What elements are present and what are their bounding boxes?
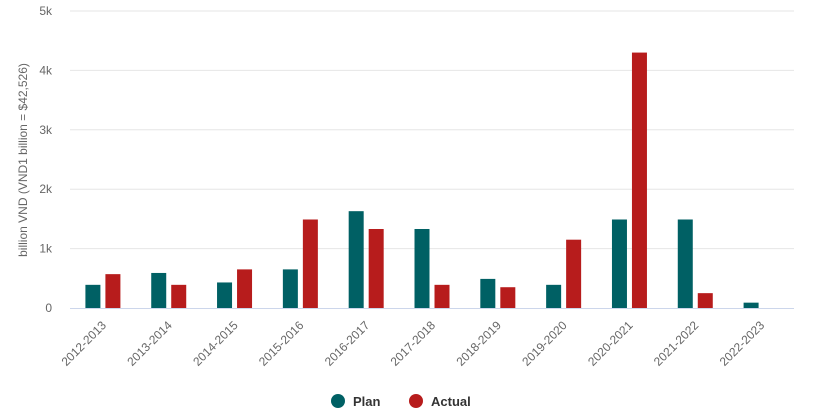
y-tick-label: 3k (39, 123, 53, 137)
bar-plan[interactable] (282, 269, 298, 308)
bars (85, 52, 759, 308)
y-tick-label: 5k (39, 4, 53, 18)
x-tick-label: 2014-2015 (190, 318, 241, 369)
x-axis-ticks: 2012-2013 2013-2014 2014-2015 2015-2016 2016… (59, 318, 768, 369)
grid-lines (70, 10, 794, 250)
x-tick-label: 2021-2022 (651, 318, 702, 369)
bar-actual[interactable] (631, 52, 647, 308)
y-tick-label: 0 (45, 301, 52, 315)
bar-plan[interactable] (480, 278, 496, 308)
legend-label: Plan (353, 394, 381, 409)
legend-item-actual[interactable]: Actual (409, 394, 471, 409)
legend-label: Actual (431, 394, 471, 409)
y-axis-ticks: 0 1k 2k 3k 4k 5k (39, 4, 53, 315)
y-tick-label: 1k (39, 242, 53, 256)
bar-plan[interactable] (151, 272, 167, 308)
bar-plan[interactable] (348, 211, 364, 308)
y-tick-label: 4k (39, 63, 53, 77)
bar-plan[interactable] (743, 302, 759, 308)
bar-plan[interactable] (677, 219, 693, 308)
bar-plan[interactable] (414, 228, 430, 308)
bar-actual[interactable] (302, 219, 318, 308)
bar-plan[interactable] (546, 284, 562, 308)
legend: Plan Actual (331, 394, 471, 409)
bar-plan[interactable] (611, 219, 627, 308)
bar-actual[interactable] (368, 228, 384, 308)
bar-actual[interactable] (434, 284, 450, 308)
bar-plan[interactable] (85, 284, 101, 308)
legend-item-plan[interactable]: Plan (331, 394, 381, 409)
x-tick-label: 2013-2014 (124, 318, 175, 369)
y-axis-label: billion VND (VND1 billion = $42,526) (16, 63, 30, 257)
bar-actual[interactable] (566, 239, 582, 308)
x-tick-label: 2012-2013 (59, 318, 110, 369)
bar-actual[interactable] (237, 269, 253, 308)
x-tick-label: 2022-2023 (717, 318, 768, 369)
y-tick-label: 2k (39, 182, 53, 196)
bar-actual[interactable] (171, 284, 187, 308)
x-tick-label: 2016-2017 (322, 318, 373, 369)
x-tick-label: 2015-2016 (256, 318, 307, 369)
bar-actual[interactable] (697, 293, 713, 308)
bar-actual[interactable] (105, 274, 121, 308)
x-tick-label: 2019-2020 (519, 318, 570, 369)
legend-marker (409, 394, 423, 408)
x-tick-label: 2020-2021 (585, 318, 636, 369)
x-tick-label: 2018-2019 (453, 318, 504, 369)
bar-actual[interactable] (500, 287, 516, 308)
x-tick-label: 2017-2018 (388, 318, 439, 369)
bar-plan[interactable] (217, 282, 233, 308)
legend-marker (331, 394, 345, 408)
